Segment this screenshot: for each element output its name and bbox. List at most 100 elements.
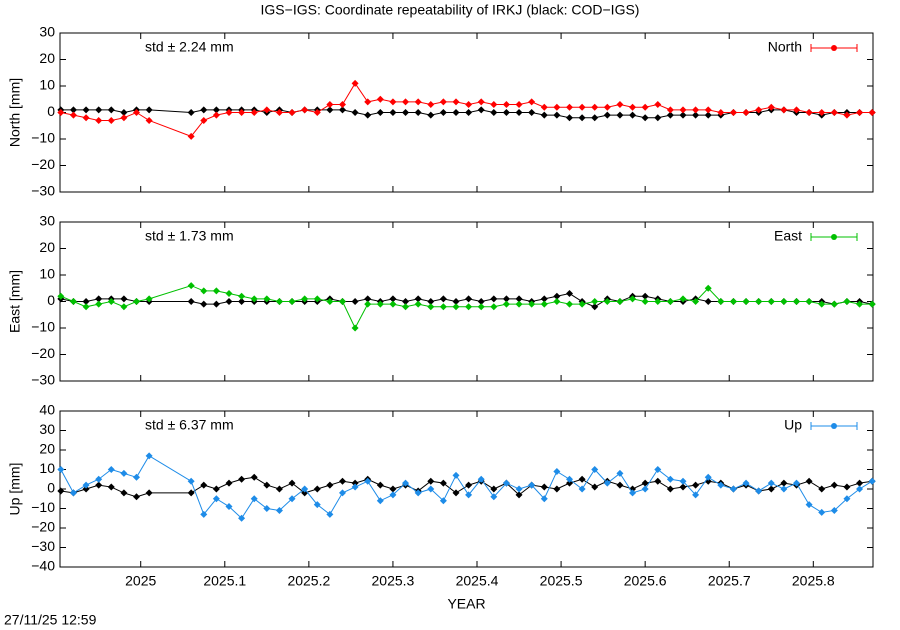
data-point — [414, 489, 422, 497]
data-point — [200, 116, 208, 124]
x-tick-label: 2025.6 — [624, 573, 667, 589]
data-point — [515, 101, 523, 109]
legend-swatch — [831, 423, 837, 429]
data-point — [767, 298, 775, 305]
data-point — [107, 298, 115, 305]
data-point — [212, 485, 220, 493]
data-point — [145, 489, 153, 497]
data-point — [780, 298, 788, 305]
data-point — [830, 300, 838, 308]
data-point — [528, 98, 536, 106]
data-point — [477, 303, 485, 311]
data-point — [95, 106, 103, 114]
data-point — [338, 489, 346, 497]
data-point — [490, 109, 498, 116]
x-tick-label: 2025.4 — [456, 573, 499, 589]
data-point — [477, 298, 485, 305]
data-point — [755, 106, 763, 114]
data-point — [805, 109, 813, 116]
y-tick-label: 10 — [39, 460, 55, 476]
data-point — [856, 109, 864, 116]
data-point — [133, 493, 141, 501]
data-point — [389, 295, 397, 303]
data-point — [452, 489, 460, 497]
x-tick-label: 2025.7 — [708, 573, 751, 589]
data-point — [263, 505, 271, 512]
plot-area — [57, 79, 876, 140]
data-point — [717, 109, 725, 116]
data-point — [313, 485, 321, 493]
data-point — [654, 101, 662, 109]
data-point — [200, 287, 208, 295]
data-point — [641, 485, 649, 493]
data-point — [338, 106, 346, 114]
data-point — [376, 109, 384, 116]
data-point — [704, 298, 712, 305]
data-point — [868, 300, 876, 308]
data-point — [212, 287, 220, 295]
data-point — [780, 106, 788, 114]
data-point — [515, 300, 523, 308]
data-point — [692, 491, 700, 499]
data-point — [263, 106, 271, 114]
data-point — [477, 475, 485, 483]
data-point — [200, 481, 208, 489]
timestamp: 27/11/25 12:59 — [4, 612, 97, 628]
y-tick-label: 10 — [39, 77, 55, 93]
data-point — [250, 495, 258, 503]
data-point — [389, 485, 397, 493]
x-axis-label: YEAR — [447, 596, 485, 612]
data-point — [427, 477, 435, 485]
data-point — [133, 473, 141, 481]
data-point — [465, 101, 473, 109]
data-point — [389, 109, 397, 116]
data-point — [414, 98, 422, 106]
data-point — [351, 483, 359, 491]
data-point — [477, 106, 485, 114]
data-point — [402, 109, 410, 116]
y-tick-label: −10 — [31, 499, 55, 515]
y-axis-label: North [mm] — [7, 78, 23, 147]
data-point — [187, 477, 195, 485]
data-point — [465, 295, 473, 303]
data-point — [452, 303, 460, 311]
legend-label: Up — [784, 417, 802, 433]
data-point — [502, 101, 510, 109]
data-point — [351, 298, 359, 305]
data-point — [755, 487, 763, 495]
data-point — [145, 106, 153, 114]
data-point — [402, 98, 410, 106]
data-point — [107, 106, 115, 114]
data-point — [679, 106, 687, 114]
data-point — [313, 501, 321, 509]
data-point — [540, 483, 548, 491]
x-tick-label: 2025.3 — [372, 573, 415, 589]
data-point — [515, 485, 523, 493]
data-point — [591, 466, 599, 473]
data-point — [313, 109, 321, 116]
data-point — [57, 292, 65, 300]
data-point — [553, 467, 561, 475]
data-point — [654, 477, 662, 485]
x-tick-label: 2025.2 — [287, 573, 330, 589]
data-point — [729, 485, 737, 493]
y-tick-label: −20 — [31, 156, 55, 172]
y-tick-label: −10 — [31, 130, 55, 146]
data-point — [263, 481, 271, 489]
y-tick-label: −10 — [31, 319, 55, 335]
legend-label: North — [768, 39, 802, 55]
data-point — [389, 491, 397, 499]
data-point — [389, 300, 397, 308]
data-point — [364, 477, 372, 485]
data-point — [603, 111, 611, 119]
data-point — [275, 298, 283, 305]
data-point — [82, 114, 90, 122]
data-point — [742, 298, 750, 305]
data-point — [275, 506, 283, 514]
data-point — [717, 481, 725, 489]
data-point — [427, 111, 435, 119]
data-point — [288, 495, 296, 503]
y-tick-label: 0 — [47, 480, 55, 496]
data-point — [856, 300, 864, 308]
